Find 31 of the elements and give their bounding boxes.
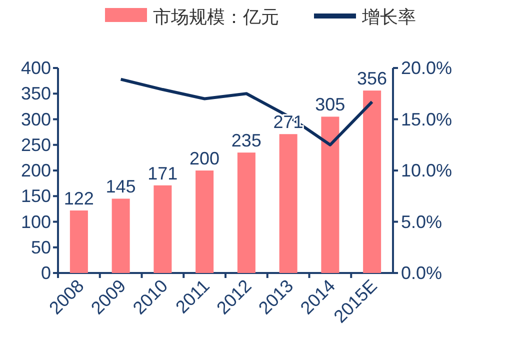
y-tick-label: 100: [20, 212, 51, 232]
bar: [237, 152, 256, 273]
y2-tick-label: 15.0%: [401, 109, 452, 130]
y-tick-label: 250: [20, 134, 51, 155]
legend-label: 市场规模：亿元: [153, 7, 279, 27]
y2-tick-label: 20.0%: [401, 58, 452, 78]
y-tick-label: 350: [20, 84, 51, 104]
y-tick-label: 300: [20, 109, 51, 130]
bar: [112, 198, 130, 273]
y-tick-label: 50: [30, 237, 51, 258]
bar: [70, 210, 88, 273]
y2-tick-label: 0.0%: [401, 263, 442, 283]
data-label: 356: [357, 68, 388, 89]
data-label: 235: [231, 130, 262, 151]
data-label: 171: [148, 163, 178, 184]
y2-tick-label: 5.0%: [401, 212, 442, 232]
data-label: 200: [190, 148, 220, 168]
bar: [363, 90, 382, 273]
data-label: 145: [106, 176, 136, 197]
bar: [321, 116, 340, 273]
legend-label: 增长率: [361, 7, 416, 27]
y2-tick-label: 10.0%: [401, 160, 452, 180]
data-label: 305: [315, 94, 346, 115]
y-tick-label: 0: [40, 263, 51, 283]
data-label: 122: [64, 188, 94, 208]
bar: [154, 185, 172, 273]
bar: [196, 170, 214, 273]
bar: [279, 134, 298, 273]
y-tick-label: 400: [20, 58, 51, 78]
y-tick-label: 150: [20, 186, 51, 206]
y-tick-label: 200: [20, 160, 51, 180]
